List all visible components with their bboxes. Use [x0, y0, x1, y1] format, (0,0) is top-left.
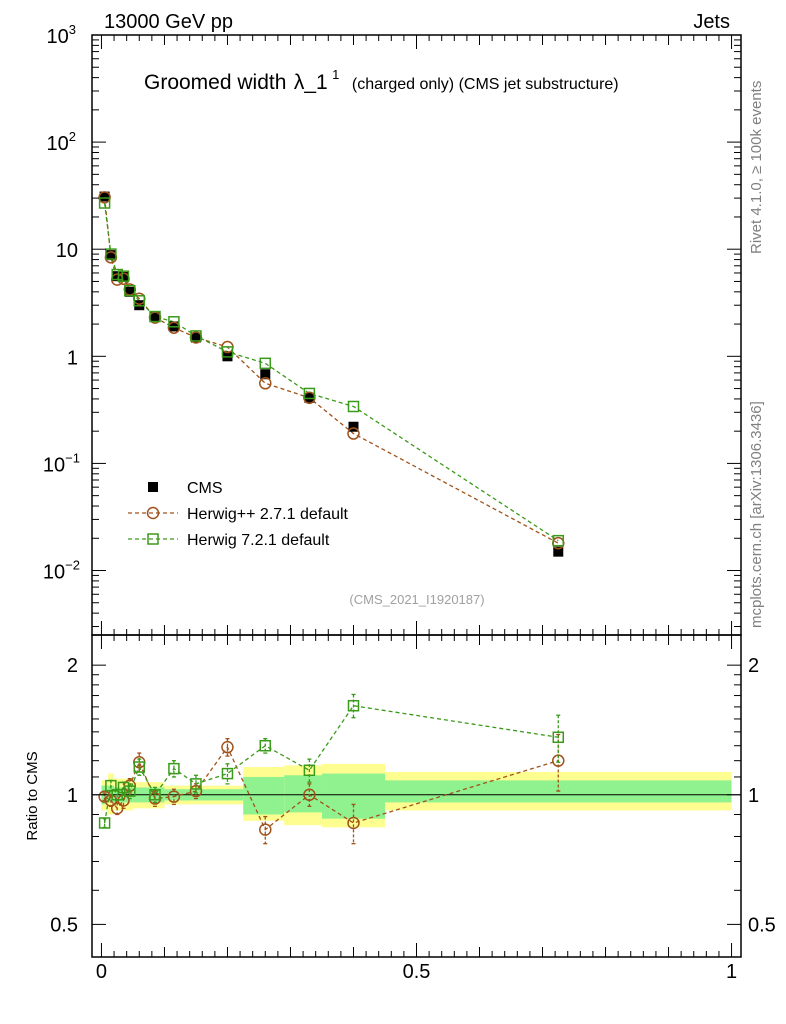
main-point-cms [112, 271, 123, 282]
title-sub: (charged only) (CMS jet substructure) [352, 76, 619, 93]
main-point-cms [105, 250, 116, 261]
title-main: Groomed width [144, 71, 286, 94]
main-line-herwig-7-2-1-default [103, 202, 559, 542]
legend-marker-herwig-2-7-1-default [146, 506, 160, 520]
main-point-herwig-7-2-1-default [149, 310, 161, 323]
main-point-cms [150, 311, 161, 322]
series-layer [98, 191, 565, 845]
ratio-point-herwig-2-7-1-default [98, 790, 111, 803]
title-lambda: λ_1 [294, 71, 328, 94]
main-point-herwig-7-2-1-default [105, 248, 117, 260]
ratio-band-inner [107, 785, 115, 803]
main-point-cms [124, 286, 135, 297]
ratio-point-herwig-7-2-1-default [347, 699, 360, 712]
ratio-point-herwig-7-2-1-default [133, 761, 146, 773]
ratio-band-inner [243, 776, 285, 815]
main-point-herwig-7-2-1-default [133, 295, 146, 307]
ratio-point-herwig-2-7-1-default [303, 788, 316, 802]
ratio-point-herwig-7-2-1-default [105, 779, 117, 792]
main-point-herwig-2-7-1-default [259, 377, 272, 390]
main-point-cms [260, 369, 271, 380]
ratio-point-herwig-2-7-1-default [347, 816, 360, 830]
ratio-point-herwig-2-7-1-default [259, 823, 272, 836]
main-line-herwig-2-7-1-default [103, 197, 559, 544]
ratio-band-inner [284, 775, 322, 813]
main-point-herwig-7-2-1-default [303, 387, 316, 400]
xtick-label: 0 [96, 961, 107, 983]
ratio-point-herwig-7-2-1-default [190, 778, 202, 790]
main-point-herwig-7-2-1-default [98, 197, 111, 209]
main-point-cms [190, 332, 201, 343]
legend: CMS Herwig++ 2.7.1 default Herwig 7.2.1 de… [128, 480, 349, 549]
main-ytick-label: 10 [56, 240, 78, 262]
ratio-point-herwig-7-2-1-default [168, 762, 180, 775]
ratio-ytick-label-left: 2 [67, 655, 78, 677]
ratio-ytick-label-right: 1 [748, 785, 759, 807]
ratio-ytick-label-left: 1 [67, 785, 78, 807]
ratio-point-herwig-7-2-1-default [98, 817, 111, 829]
xtick-label: 0.5 [403, 961, 431, 983]
main-point-herwig-7-2-1-default [124, 284, 136, 297]
main-ytick-label: 103 [47, 22, 76, 48]
main-point-cms [99, 191, 110, 202]
main-point-herwig-7-2-1-default [117, 270, 130, 282]
rivet-label: Rivet 4.1.0, ≥ 100k events [748, 81, 765, 254]
ratio-ytick-label-right: 2 [748, 655, 759, 677]
main-point-herwig-7-2-1-default [168, 316, 180, 328]
main-ytick-label: 10−1 [43, 450, 80, 476]
main-point-cms [348, 421, 359, 432]
main-point-herwig-7-2-1-default [111, 268, 123, 281]
ratio-point-herwig-2-7-1-default [221, 740, 234, 754]
legend-label-herwig-7-2-1-default: Herwig 7.2.1 default [187, 532, 330, 549]
main-ytick-label: 10−2 [43, 558, 80, 584]
axis-tick-labels: 10−2 10−1 1 10 102 103 0.5 0.5 1 1 2 2 0 0.5 1 [43, 22, 776, 983]
main-point-herwig-2-7-1-default [167, 321, 181, 334]
ratio-line-herwig-7-2-1-default [103, 705, 559, 824]
analysis-id: (CMS_2021_I1920187) [349, 592, 484, 607]
main-point-herwig-7-2-1-default [190, 330, 202, 342]
main-point-herwig-7-2-1-default [259, 357, 272, 370]
ratio-point-herwig-7-2-1-default [259, 739, 272, 752]
ratio-point-herwig-7-2-1-default [111, 789, 123, 801]
ratio-point-herwig-7-2-1-default [552, 731, 565, 744]
ratio-point-herwig-2-7-1-default [167, 790, 181, 803]
main-point-cms [553, 546, 564, 557]
mcplots-label: mcplots.cern.ch [arXiv:1306.3436] [748, 401, 765, 628]
legend-label-herwig-2-7-1-default: Herwig++ 2.7.1 default [187, 506, 349, 523]
title-sup: 1 [332, 67, 339, 82]
header-left: 13000 GeV pp [104, 11, 233, 33]
xtick-label: 1 [726, 961, 737, 983]
header-right: Jets [693, 11, 730, 33]
legend-marker-herwig-7-2-1-default [147, 533, 159, 545]
main-point-herwig-7-2-1-default [221, 346, 234, 358]
main-point-herwig-7-2-1-default [347, 400, 360, 413]
ratio-point-herwig-7-2-1-default [221, 767, 234, 780]
ratio-ytick-label-right: 0.5 [748, 914, 776, 936]
axis-ticks [92, 34, 741, 957]
ratio-point-herwig-2-7-1-default [552, 754, 565, 767]
ratio-point-herwig-7-2-1-default [149, 789, 161, 801]
ratio-point-herwig-7-2-1-default [117, 781, 130, 794]
main-ytick-label: 102 [47, 129, 76, 155]
ratio-point-herwig-7-2-1-default [124, 785, 136, 797]
ratio-y-axis-label: Ratio to CMS [24, 751, 41, 840]
main-ytick-label: 1 [67, 347, 78, 369]
ratio-point-herwig-7-2-1-default [303, 764, 316, 777]
legend-label-cms: CMS [187, 480, 223, 497]
plot-title: Groomed width λ_1 1 (charged only) (CMS … [144, 66, 619, 94]
ratio-ytick-label-left: 0.5 [50, 914, 78, 936]
main-point-cms [118, 272, 129, 283]
legend-marker-cms [148, 482, 158, 492]
main-point-herwig-2-7-1-default [347, 427, 360, 440]
main-point-herwig-7-2-1-default [552, 534, 565, 547]
